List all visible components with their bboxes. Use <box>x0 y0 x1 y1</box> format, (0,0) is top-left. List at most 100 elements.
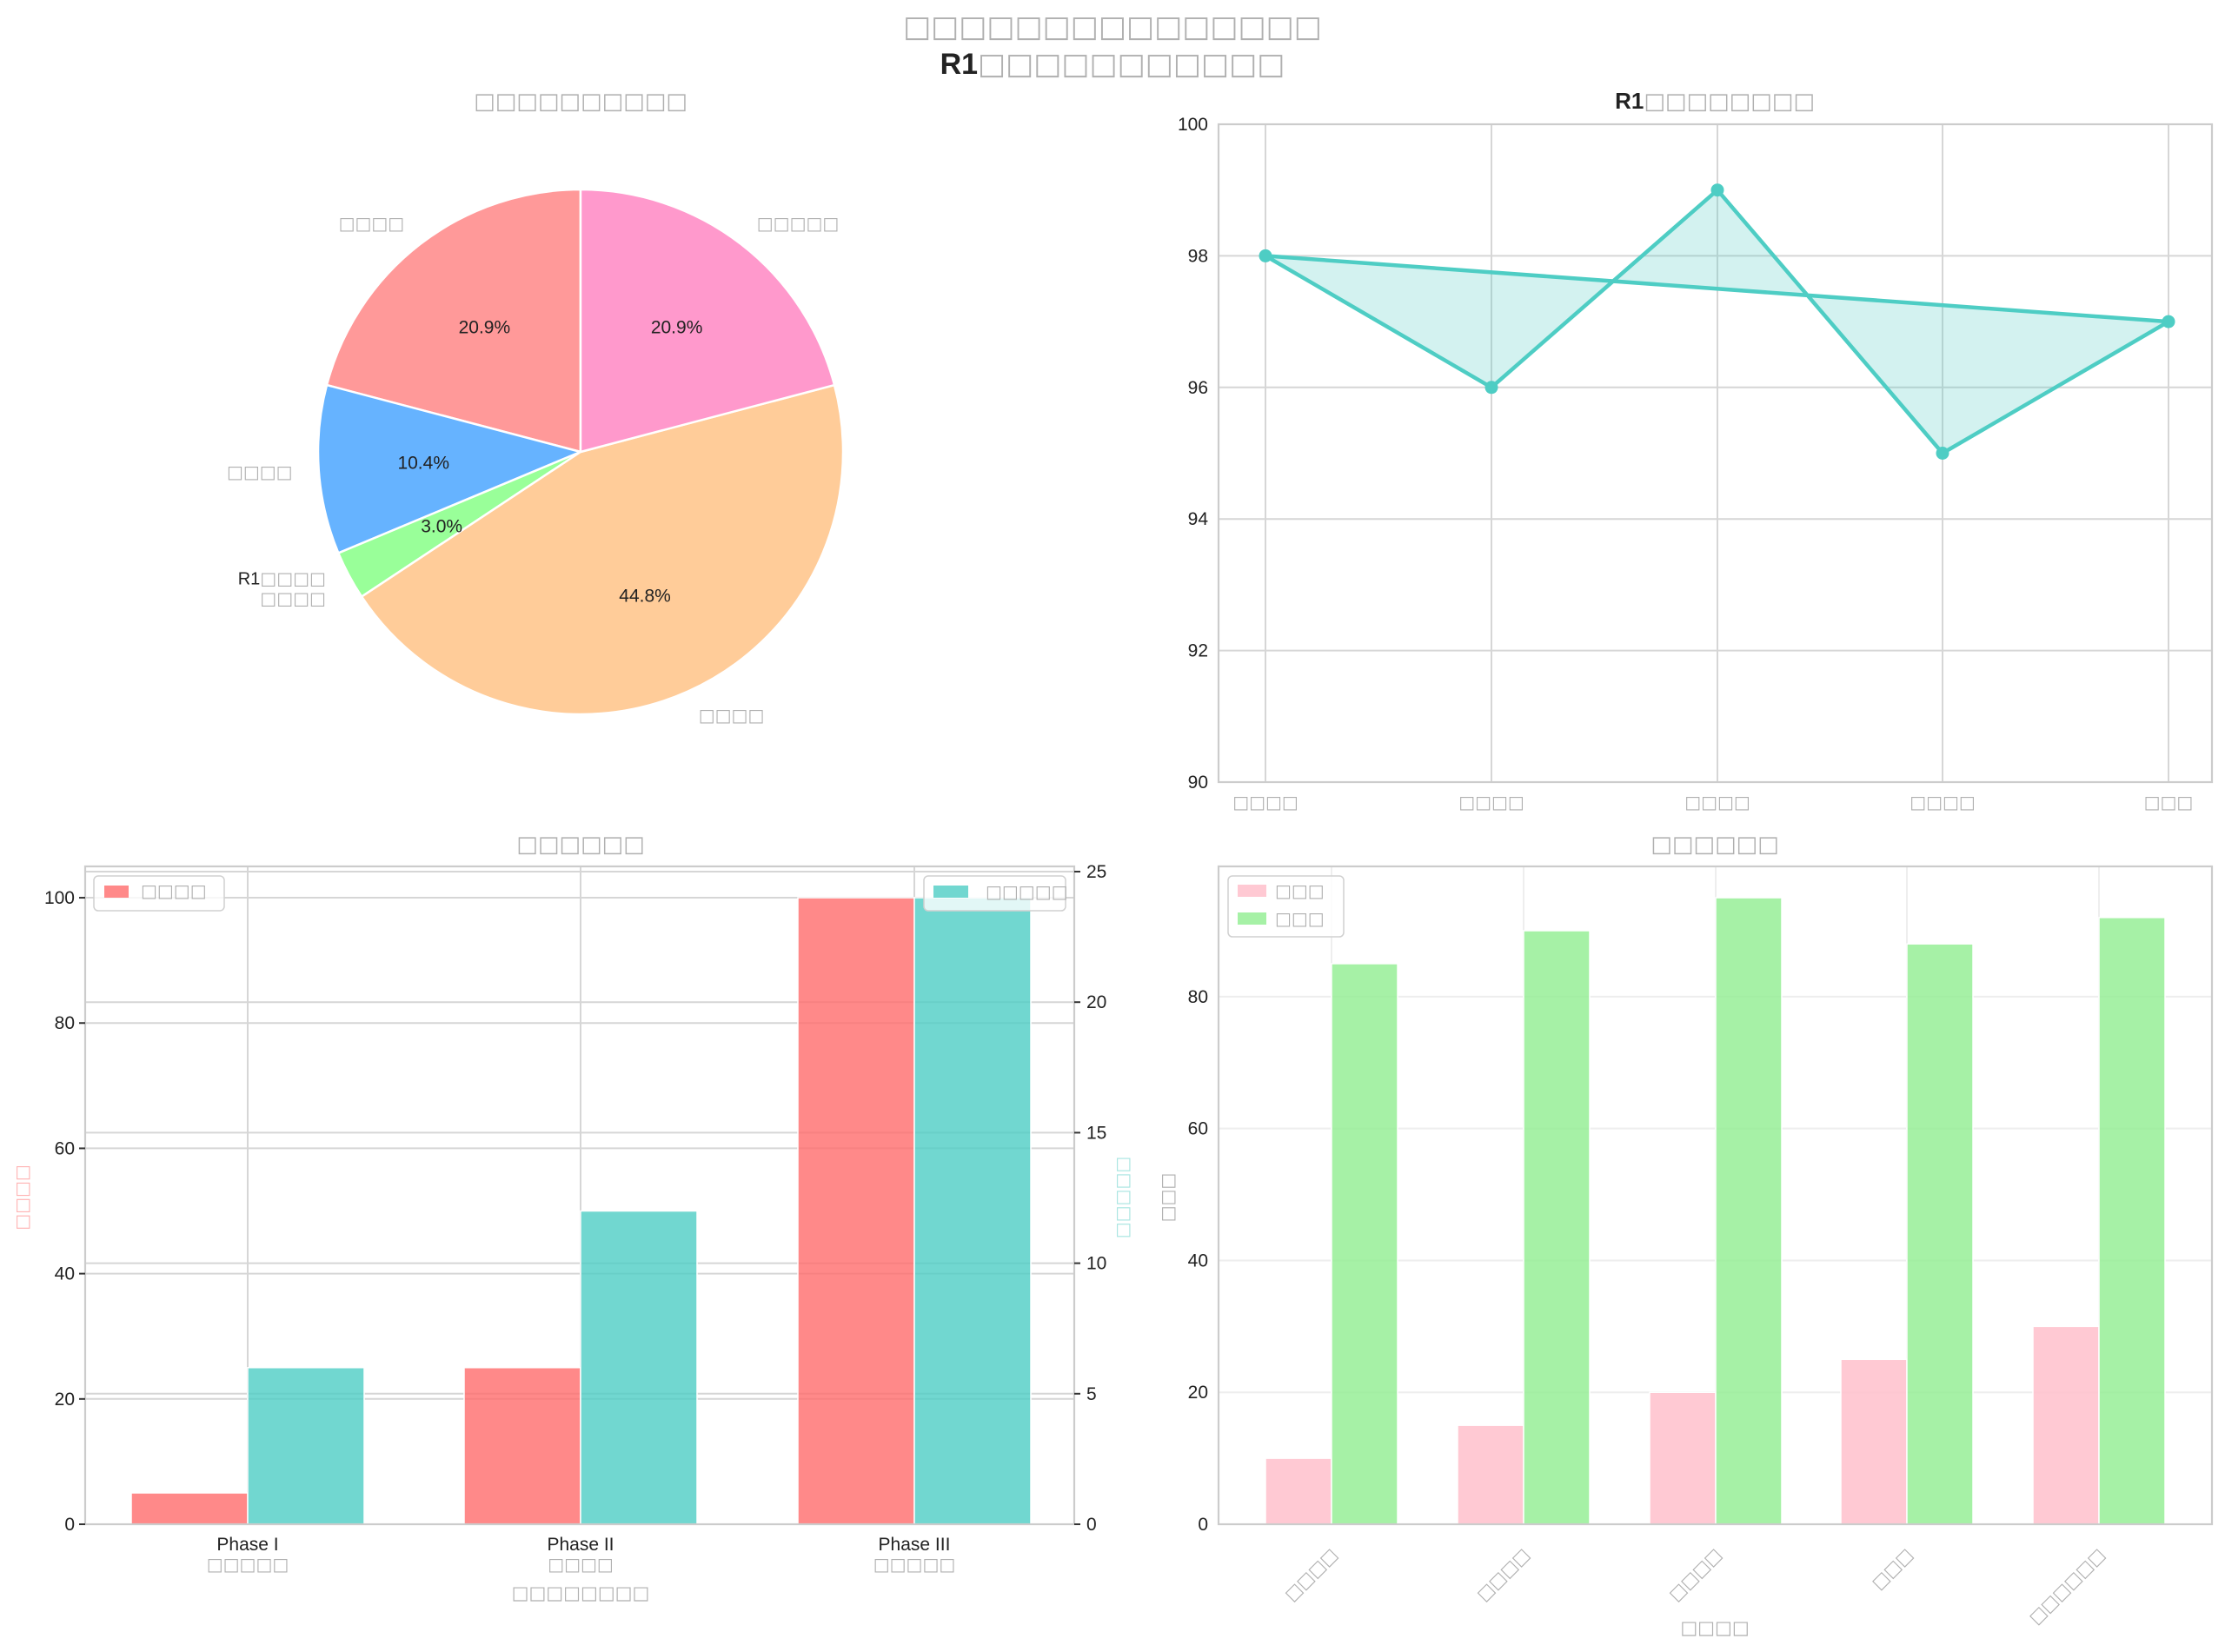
line-xtick-label: □□□□ <box>1232 792 1298 813</box>
line-ytick-label: 92 <box>1188 641 1208 661</box>
bl-ytick-right-label: 5 <box>1086 1384 1097 1404</box>
br-legend-label-a: □□□ <box>1275 880 1325 901</box>
br-legend[interactable]: □□□ □□□ <box>1227 875 1345 938</box>
bl-ytick-right-label: 25 <box>1086 862 1106 882</box>
bl-xtick-sublabel: □□□□□ <box>873 1554 955 1575</box>
line-plot <box>1259 183 2175 460</box>
line-fill-area <box>1265 189 2169 454</box>
bl-xtick-label: Phase II <box>547 1535 614 1555</box>
pie-pct-label: 44.8% <box>619 586 671 606</box>
br-bar-a <box>1265 1457 1332 1525</box>
br-bar-a <box>1457 1424 1524 1525</box>
line-point <box>1259 249 1272 262</box>
pie-pct-label: 20.9% <box>651 317 703 337</box>
bl-xtick-label: Phase III <box>879 1535 951 1555</box>
bl-axes-frame <box>83 865 1076 1526</box>
bl-ytick-label: 0 <box>64 1515 75 1535</box>
bl-legend-right[interactable]: □□□□□ <box>923 875 1067 912</box>
pie-category-label: □□□□ <box>339 213 405 234</box>
bl-legend-right-label: □□□□□ <box>986 881 1067 902</box>
bl-ytick-label: 40 <box>55 1264 75 1284</box>
bl-ytick-label: 80 <box>55 1013 75 1033</box>
br-xtick-label: □□□□ <box>1280 1544 1341 1605</box>
line-xtick-label: □□□□ <box>1910 792 1976 813</box>
pie-slice <box>579 188 836 454</box>
bl-xlabel: □□□□□□□□ <box>512 1582 650 1603</box>
line-ytick-label: 90 <box>1188 773 1208 793</box>
line-point <box>1484 381 1498 395</box>
br-bar-a <box>1649 1391 1717 1525</box>
br-bar-b <box>1523 930 1591 1525</box>
br-legend-label-b: □□□ <box>1275 908 1325 929</box>
line-point <box>1936 447 1949 460</box>
pie-labels: 20.9% □□□□ 10.4% □□□□ 3.0% R1□□□□ □□□□ 44.8% □□□… <box>227 213 839 726</box>
line-ytick-label: 94 <box>1188 509 1209 529</box>
bl-ytick-label: 20 <box>55 1390 75 1410</box>
line-point <box>1710 183 1724 197</box>
br-xtick-label: □□□□ <box>1664 1544 1725 1605</box>
line-axes-frame <box>1217 123 2214 784</box>
br-bar-b <box>2098 917 2166 1525</box>
bl-ylabel-right: □□□□□ <box>1112 1157 1132 1238</box>
pie-slices <box>316 188 845 716</box>
br-title: □□□□□□ <box>1650 832 1778 858</box>
pie-category-label: □□□□□ <box>757 213 839 234</box>
pie-chart: □□□□□□□□□□ 20.9% □□□□ 10.4% □□□□ 3.0% R1□□□□ □… <box>227 89 845 726</box>
pie-pct-label: 3.0% <box>421 516 462 536</box>
br-bar-a <box>2032 1325 2100 1525</box>
br-axes-frame <box>1217 865 2214 1526</box>
pie-category-label: R1□□□□ □□□□ <box>238 567 326 608</box>
br-legend-swatch-b <box>1238 912 1266 925</box>
bl-bar-left <box>797 897 915 1525</box>
suptitle-line2: R1□□□□□□□□□□□ <box>940 47 1285 82</box>
line-series <box>1264 188 2171 455</box>
br-xtick-label: □□□□□□ <box>2024 1544 2109 1629</box>
br-bars <box>1265 897 2166 1525</box>
br-ytick-label: 60 <box>1188 1119 1208 1139</box>
bl-ytick-right-label: 15 <box>1086 1123 1106 1143</box>
br-ytick-label: 80 <box>1188 987 1208 1007</box>
bl-ytick-right-label: 0 <box>1086 1515 1097 1535</box>
pie-title: □□□□□□□□□□ <box>474 89 687 115</box>
pie-category-label: □□□□ <box>227 461 293 482</box>
br-ylabel: □□□ <box>1157 1173 1178 1223</box>
line-point <box>2162 315 2175 328</box>
bl-title: □□□□□□ <box>516 832 644 858</box>
pie-slice <box>316 383 584 555</box>
bl-legend-left[interactable]: □□□□ <box>93 875 225 912</box>
bl-bars <box>130 897 1032 1525</box>
bl-bar-right <box>913 897 1032 1525</box>
bl-ytick-label: 100 <box>44 888 75 908</box>
bl-bar-left <box>130 1492 249 1525</box>
line-xtick-label: □□□□ <box>1458 792 1524 813</box>
pie-category-label: □□□□ <box>699 705 765 726</box>
br-xtick-label: □□□□ <box>1472 1544 1533 1605</box>
br-ytick-label: 0 <box>1198 1515 1208 1535</box>
pie-slice <box>360 383 845 716</box>
line-ytick-label: 98 <box>1188 246 1208 266</box>
br-ytick-label: 20 <box>1188 1383 1208 1403</box>
bl-ytick-label: 60 <box>55 1138 75 1158</box>
bl-xtick-label: Phase I <box>216 1535 278 1555</box>
line-title-prefix: R1 <box>1615 88 1644 114</box>
bl-xtick-sublabel: □□□□□ <box>207 1554 289 1575</box>
br-xlabel: □□□□ <box>1680 1617 1749 1638</box>
pie-pct-label: 10.4% <box>397 454 449 474</box>
line-ytick-label: 96 <box>1188 378 1208 398</box>
bl-ytick-right-label: 10 <box>1086 1254 1106 1274</box>
bl-bar-right <box>580 1210 698 1525</box>
bl-bar-right <box>247 1367 365 1525</box>
br-xtick-label: □□□ <box>1867 1544 1916 1594</box>
bl-legend-left-swatch <box>104 886 129 898</box>
br-bar-b <box>1906 943 1974 1525</box>
line-title-rest: □□□□□□□□ <box>1644 89 1815 115</box>
bl-ytick-right-label: 20 <box>1086 992 1106 1012</box>
br-bar-b <box>1715 897 1783 1525</box>
suptitle-line1: □□□□□□□□□□□□□□□ <box>903 10 1322 44</box>
